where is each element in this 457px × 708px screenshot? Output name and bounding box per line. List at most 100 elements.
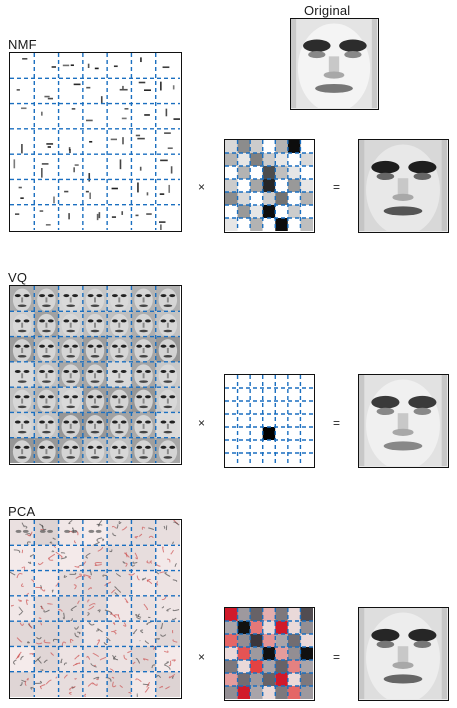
encoding-cell [237, 166, 251, 179]
basis-image [119, 159, 122, 170]
encoding-cell [287, 634, 301, 647]
encoding-cell [250, 166, 263, 179]
basis-image [82, 520, 108, 547]
basis-image [82, 646, 108, 672]
encoding-cell [300, 673, 313, 686]
encoding-cell [250, 440, 263, 453]
basis-image [10, 311, 35, 337]
encoding-cell [275, 140, 288, 153]
basis-image [10, 570, 35, 599]
encoding-cell [237, 647, 251, 660]
basis-image [53, 196, 55, 204]
encoding-cell [300, 647, 313, 660]
encoding-cell [225, 440, 238, 453]
basis-image [160, 81, 175, 91]
encoding-cell [237, 192, 251, 205]
encoding-cell [225, 608, 238, 621]
encoding-cell [275, 218, 288, 231]
basis-image [105, 671, 135, 697]
encoding-cell [250, 153, 263, 166]
basis-image [34, 336, 59, 362]
encoding-cell [300, 608, 313, 621]
encoding-cell [237, 608, 251, 621]
basis-image [51, 66, 57, 68]
encoding-cell [300, 153, 313, 166]
pca-equals-sign: = [333, 650, 341, 664]
encoding-cell [250, 388, 263, 401]
encoding-cell [250, 205, 263, 218]
basis-image [144, 114, 150, 116]
encoding-cell [275, 686, 288, 699]
basis-image [106, 621, 132, 647]
encoding-cell [262, 440, 276, 453]
encoding-cell [225, 673, 238, 686]
basis-image [131, 412, 156, 438]
basis-image [34, 412, 59, 438]
basis-image [86, 86, 103, 104]
encoding-cell [300, 414, 313, 427]
basis-image [155, 361, 180, 388]
basis-image [71, 108, 76, 110]
encoding-cell [237, 414, 251, 427]
basis-image [34, 311, 59, 337]
basis-image [10, 646, 35, 672]
basis-image [58, 570, 83, 596]
basis-image [82, 595, 108, 622]
basis-image [128, 570, 156, 596]
basis-image [107, 336, 132, 362]
basis-image [82, 336, 108, 362]
basis-image [131, 361, 156, 388]
basis-image [107, 646, 135, 673]
encoding-cell [275, 401, 288, 414]
basis-image [107, 437, 132, 463]
basis-image [34, 595, 59, 622]
encoding-cell [225, 660, 238, 673]
basis-image [46, 143, 54, 148]
basis-image [34, 543, 59, 571]
basis-image [22, 57, 28, 60]
vq-reconstruction-image [358, 374, 449, 468]
basis-image [121, 108, 129, 120]
basis-image [164, 132, 173, 150]
encoding-cell [287, 686, 301, 699]
encoding-cell [250, 192, 263, 205]
vq-times-sign: × [198, 416, 206, 430]
encoding-cell [225, 218, 238, 231]
encoding-cell [300, 660, 313, 673]
encoding-cell [262, 153, 276, 166]
encoding-cell [300, 686, 313, 699]
basis-image [111, 211, 124, 218]
encoding-cell [300, 140, 313, 153]
encoding-cell [275, 205, 288, 218]
encoding-cell [225, 634, 238, 647]
vq-encoding-matrix [224, 374, 315, 468]
basis-image [131, 520, 156, 546]
basis-image [85, 190, 91, 200]
encoding-cell [250, 634, 263, 647]
encoding-cell [287, 140, 301, 153]
encoding-cell [250, 375, 263, 388]
basis-image [113, 65, 118, 68]
encoding-cell [262, 375, 276, 388]
encoding-cell [237, 686, 251, 699]
basis-image [155, 520, 180, 546]
encoding-cell [275, 608, 288, 621]
basis-image [58, 621, 83, 647]
basis-image [34, 621, 59, 647]
basis-image [155, 387, 180, 413]
basis-image [10, 621, 35, 647]
encoding-cell [237, 660, 251, 673]
encoding-cell [275, 166, 288, 179]
encoding-cell [262, 621, 276, 634]
encoding-cell [225, 647, 238, 660]
encoding-cell [300, 427, 313, 440]
basis-image [58, 286, 83, 312]
encoding-cell [287, 427, 301, 440]
basis-image [82, 387, 108, 413]
nmf-label: NMF [8, 37, 37, 52]
basis-image [58, 311, 83, 337]
basis-image [104, 570, 132, 598]
encoding-cell [287, 621, 301, 634]
encoding-cell [237, 621, 251, 634]
encoding-cell [237, 205, 251, 218]
